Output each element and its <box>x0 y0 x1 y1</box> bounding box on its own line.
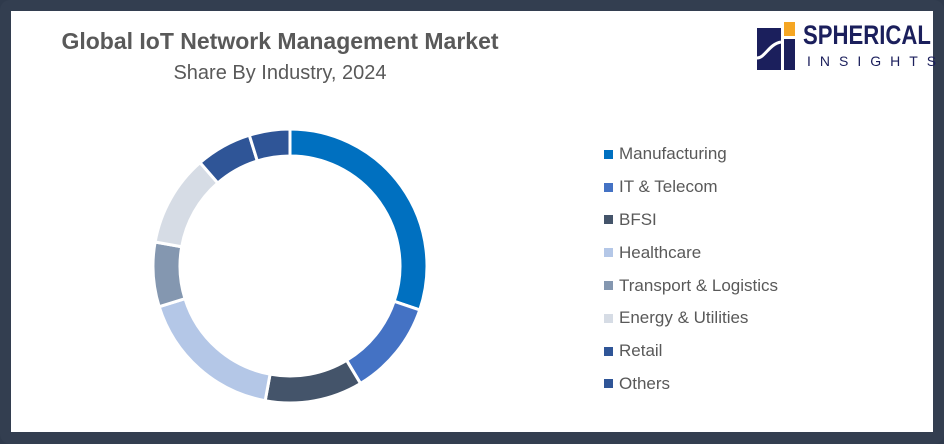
donut-slice-bfsi <box>263 358 363 405</box>
legend-swatch <box>604 379 613 389</box>
legend-label: Manufacturing <box>619 144 727 164</box>
donut-slice-it-telecom <box>344 299 422 386</box>
chart-legend: Manufacturing IT & Telecom BFSI Healthcare T… <box>604 138 778 400</box>
legend-swatch <box>604 248 613 258</box>
legend-item: BFSI <box>604 204 778 237</box>
legend-item: Energy & Utilities <box>604 302 778 335</box>
logo-text-insights: INSIGHTS <box>807 53 944 69</box>
legend-label: Healthcare <box>619 242 702 262</box>
legend-swatch <box>604 313 613 323</box>
legend-item: Others <box>604 368 778 401</box>
legend-label: Energy & Utilities <box>619 308 749 328</box>
donut-chart <box>151 127 429 405</box>
legend-swatch <box>604 346 613 356</box>
legend-item: Transport & Logistics <box>604 269 778 302</box>
donut-slice-transport-logistics <box>151 240 187 309</box>
legend-item: IT & Telecom <box>604 171 778 204</box>
chart-title: Global IoT Network Management Market <box>61 28 499 54</box>
logo-text-spherical: SPHERICAL <box>803 20 931 50</box>
legend-swatch <box>604 281 613 291</box>
donut-slice-healthcare <box>157 296 272 403</box>
donut-slice-energy-utilities <box>153 160 220 249</box>
donut-slice-others <box>247 127 292 163</box>
legend-swatch <box>604 149 613 159</box>
legend-label: BFSI <box>619 209 657 229</box>
legend-label: Transport & Logistics <box>619 275 779 295</box>
legend-swatch <box>604 215 613 225</box>
logo-mark-icon <box>757 22 795 70</box>
legend-label: Retail <box>619 341 663 361</box>
legend-item: Manufacturing <box>604 138 778 171</box>
legend-swatch <box>604 182 613 192</box>
legend-item: Retail <box>604 335 778 368</box>
legend-label: Others <box>619 373 671 393</box>
chart-subtitle: Share By Industry, 2024 <box>173 62 387 84</box>
legend-item: Healthcare <box>604 236 778 269</box>
spherical-insights-logo: SPHERICAL INSIGHTS <box>757 20 936 72</box>
donut-slice-manufacturing <box>288 127 429 312</box>
legend-label: IT & Telecom <box>619 177 718 197</box>
